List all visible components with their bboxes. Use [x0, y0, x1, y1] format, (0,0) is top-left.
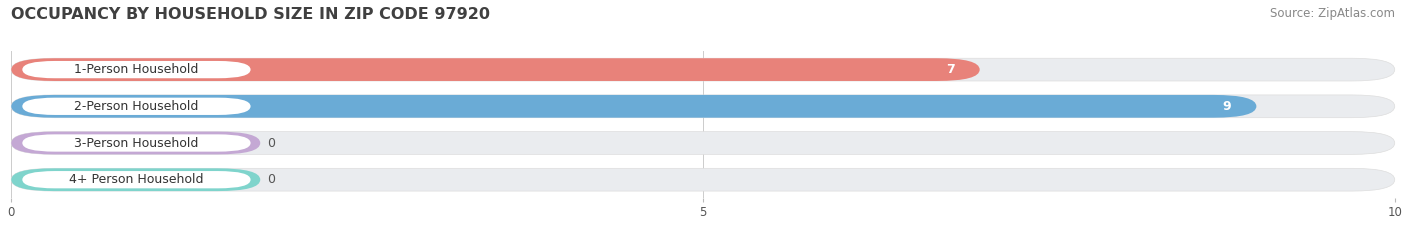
- Text: 0: 0: [267, 173, 276, 186]
- Text: 7: 7: [946, 63, 955, 76]
- FancyBboxPatch shape: [11, 58, 1395, 81]
- Text: OCCUPANCY BY HOUSEHOLD SIZE IN ZIP CODE 97920: OCCUPANCY BY HOUSEHOLD SIZE IN ZIP CODE …: [11, 7, 491, 22]
- Text: Source: ZipAtlas.com: Source: ZipAtlas.com: [1270, 7, 1395, 20]
- Text: 9: 9: [1223, 100, 1232, 113]
- Text: 1-Person Household: 1-Person Household: [75, 63, 198, 76]
- FancyBboxPatch shape: [22, 134, 250, 152]
- FancyBboxPatch shape: [11, 168, 260, 191]
- Text: 2-Person Household: 2-Person Household: [75, 100, 198, 113]
- Text: 0: 0: [267, 137, 276, 150]
- FancyBboxPatch shape: [11, 132, 1395, 154]
- FancyBboxPatch shape: [22, 98, 250, 115]
- FancyBboxPatch shape: [22, 171, 250, 188]
- FancyBboxPatch shape: [11, 95, 1395, 118]
- FancyBboxPatch shape: [22, 61, 250, 78]
- FancyBboxPatch shape: [11, 168, 1395, 191]
- FancyBboxPatch shape: [11, 58, 980, 81]
- Text: 4+ Person Household: 4+ Person Household: [69, 173, 204, 186]
- Text: 3-Person Household: 3-Person Household: [75, 137, 198, 150]
- FancyBboxPatch shape: [11, 132, 260, 154]
- FancyBboxPatch shape: [11, 95, 1257, 118]
